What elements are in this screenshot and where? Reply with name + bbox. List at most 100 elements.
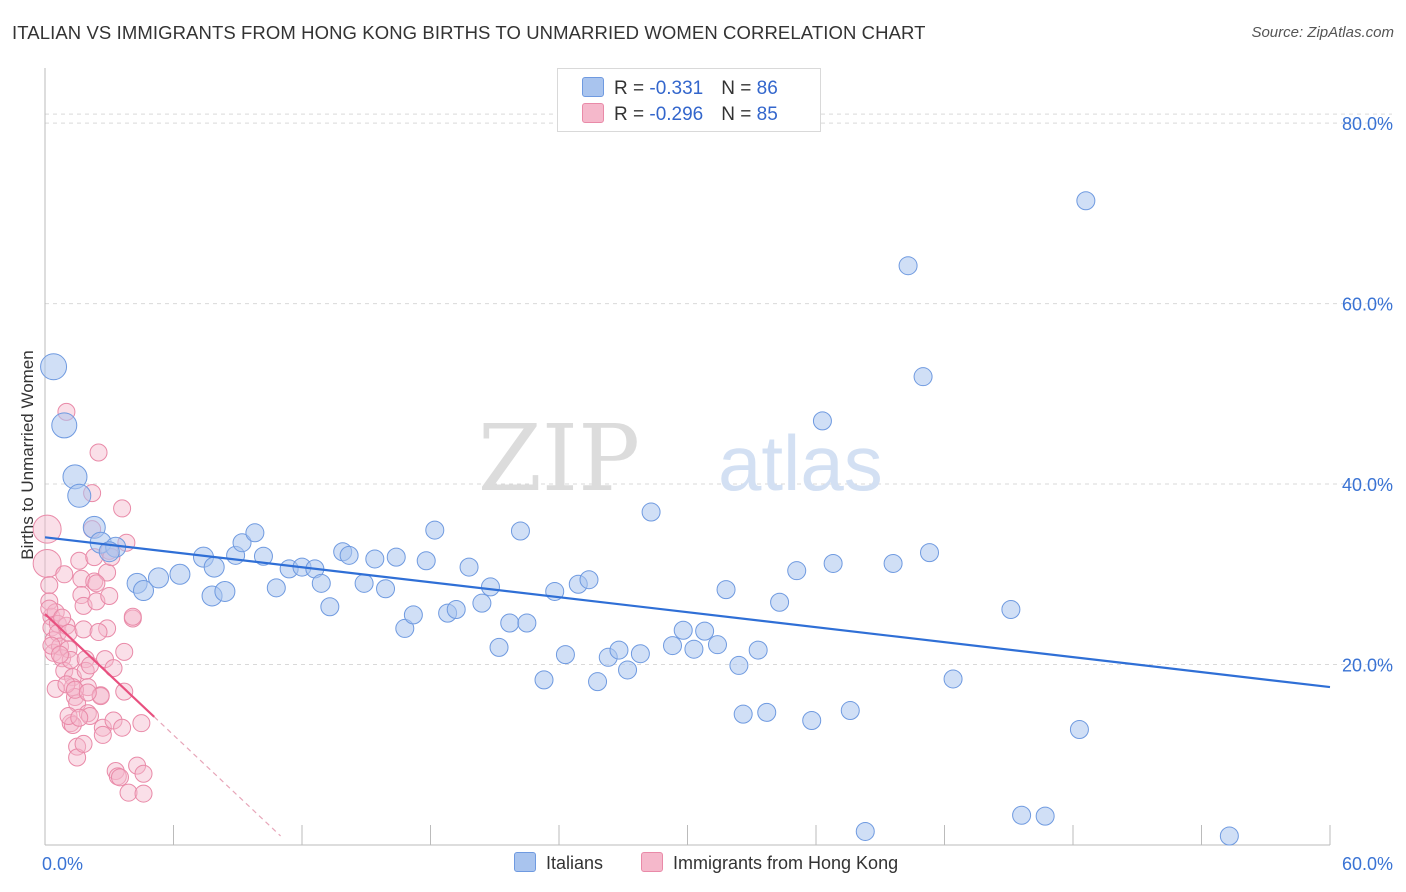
- italians-point: [1069, 719, 1089, 739]
- italians-point: [684, 639, 704, 659]
- bottom-legend-label: Italians: [546, 853, 604, 873]
- italians-point: [365, 549, 385, 569]
- hong-kong-trend-line: [44, 613, 155, 718]
- watermark: ZIP atlas: [478, 405, 883, 512]
- hong-kong-point: [104, 659, 123, 678]
- italians-point: [480, 577, 500, 597]
- italians-point: [403, 605, 423, 625]
- hong-kong-point: [53, 608, 72, 627]
- italians-point: [733, 704, 753, 724]
- italians-point: [802, 710, 822, 730]
- italians-point: [203, 556, 225, 578]
- bottom-legend-label: Immigrants from Hong Kong: [673, 853, 899, 873]
- italians-point: [898, 256, 918, 276]
- hong-kong-point: [115, 642, 134, 661]
- italians-point: [855, 821, 875, 841]
- hong-kong-point: [110, 768, 129, 787]
- italians-point: [588, 672, 608, 692]
- italians-point: [169, 563, 191, 585]
- italians-point: [98, 541, 120, 563]
- hong-kong-point: [57, 675, 76, 694]
- italians-point: [51, 412, 78, 439]
- italians-point: [354, 573, 374, 593]
- legend-row-italians: R = -0.331 N = 86: [582, 77, 778, 99]
- italians-point: [641, 502, 661, 522]
- bottom-legend-italians[interactable]: Italians: [514, 852, 603, 874]
- legend-n-label: N =: [721, 78, 757, 99]
- italians-point: [266, 578, 286, 598]
- italians-point: [395, 618, 415, 638]
- hong-kong-point: [46, 679, 65, 698]
- italians-point: [386, 547, 406, 567]
- italians-trend-line: [44, 536, 1331, 689]
- italians-point: [425, 520, 445, 540]
- italians-point: [840, 701, 860, 721]
- hong-kong-point: [89, 443, 108, 462]
- hong-kong-point: [59, 640, 78, 659]
- legend-r-value: -0.331: [649, 78, 704, 99]
- italians-point: [214, 580, 236, 602]
- italians-point: [500, 613, 520, 633]
- italians-point: [673, 620, 693, 640]
- legend-row-hong-kong: R = -0.296 N = 85: [582, 103, 778, 125]
- italians-point: [787, 561, 807, 581]
- italians-point: [311, 573, 331, 593]
- italians-point: [416, 551, 436, 571]
- watermark-atlas: atlas: [718, 419, 883, 507]
- hong-kong-point: [78, 704, 97, 723]
- y-tick-label: 80.0%: [1342, 114, 1393, 134]
- hong-kong-point: [74, 620, 93, 639]
- italians-point: [534, 670, 554, 690]
- hong-kong-point: [93, 718, 112, 737]
- hong-kong-point: [70, 708, 89, 727]
- hong-kong-point: [80, 656, 99, 675]
- hong-kong-point: [123, 607, 142, 626]
- italians-point: [148, 567, 170, 589]
- hong-kong-point: [44, 643, 63, 662]
- hong-kong-point: [89, 623, 108, 642]
- italians-point: [812, 411, 832, 431]
- y-axis-label: Births to Unmarried Women: [18, 350, 37, 559]
- hong-kong-point: [134, 764, 153, 783]
- italians-point: [1076, 191, 1096, 211]
- italians-point: [630, 644, 650, 664]
- italians-point: [446, 599, 466, 619]
- italians-point: [459, 557, 479, 577]
- series-hong-kong-points: [32, 402, 153, 803]
- hong-kong-point: [87, 574, 106, 593]
- y-tick-label: 20.0%: [1342, 656, 1393, 676]
- hong-kong-point: [113, 718, 132, 737]
- x-tick-label: 0.0%: [42, 854, 83, 874]
- hong-kong-point: [132, 714, 151, 733]
- italians-point: [1219, 826, 1239, 846]
- bottom-legend-hong-kong[interactable]: Immigrants from Hong Kong: [641, 852, 898, 874]
- hong-kong-trend-extension: [153, 716, 281, 837]
- y-tick-label: 40.0%: [1342, 475, 1393, 495]
- hong-kong-point: [59, 623, 78, 642]
- hong-kong-point: [119, 783, 138, 802]
- italians-point: [510, 521, 530, 541]
- legend-n-label: N =: [721, 104, 757, 125]
- tick-labels: 20.0% 40.0% 60.0% 80.0% 0.0% 60.0%: [42, 114, 1393, 874]
- italians-point: [489, 637, 509, 657]
- hong-kong-point: [55, 565, 74, 584]
- series-italians-points: [40, 191, 1239, 846]
- x-tick-label: 60.0%: [1342, 854, 1393, 874]
- legend-n-value: 85: [756, 104, 778, 125]
- hong-kong-point: [63, 715, 82, 734]
- italians-point: [913, 367, 933, 387]
- legend-r-label: R =: [614, 78, 650, 99]
- hong-kong-point: [72, 586, 91, 605]
- italians-point: [579, 570, 599, 590]
- correlation-legend: R = -0.331 N = 86 R = -0.296 N = 85: [557, 68, 821, 132]
- italians-point: [618, 660, 638, 680]
- trend-lines: [44, 536, 1331, 837]
- chart-title: ITALIAN VS IMMIGRANTS FROM HONG KONG BIR…: [12, 22, 926, 43]
- hong-kong-point: [115, 682, 134, 701]
- hong-kong-point: [32, 514, 62, 544]
- hong-kong-point: [134, 784, 153, 803]
- legend-n-value: 86: [756, 78, 778, 99]
- legend-r-value: -0.296: [649, 104, 704, 125]
- bottom-legend-swatch-hong-kong: [641, 852, 663, 872]
